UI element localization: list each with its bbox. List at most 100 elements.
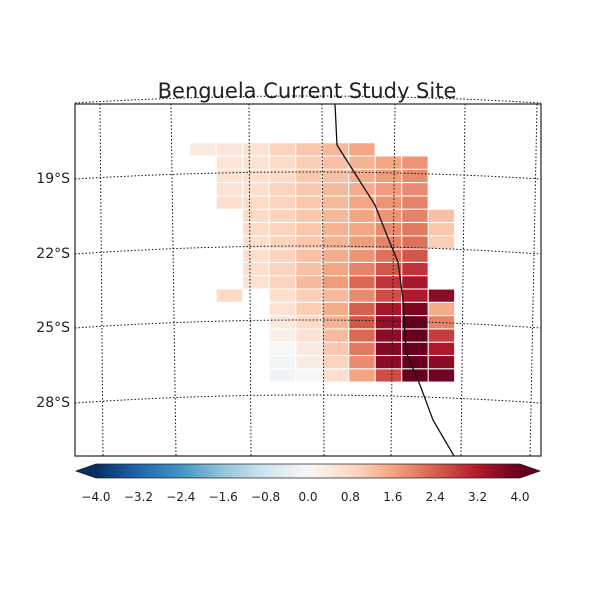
- heatmap-cell: [401, 275, 429, 289]
- heatmap-cell: [375, 262, 402, 276]
- meridian-line: [99, 103, 104, 457]
- colorbar-tick-label: −3.2: [124, 490, 153, 504]
- heatmap-cell: [322, 355, 349, 369]
- heatmap-cell: [401, 222, 429, 236]
- heatmap-cell: [348, 302, 376, 316]
- heatmap-cell: [295, 328, 323, 343]
- heatmap-cell: [348, 182, 376, 196]
- heatmap-cell: [295, 302, 323, 316]
- heatmap-cell: [375, 368, 402, 383]
- heatmap-cell: [269, 328, 296, 343]
- heatmap-cell: [269, 169, 296, 183]
- heatmap-cell: [348, 195, 376, 210]
- heatmap-cell: [375, 209, 402, 223]
- colorbar: [74, 463, 542, 479]
- colorbar-tick-label: −0.8: [251, 490, 280, 504]
- heatmap-cell: [242, 235, 270, 250]
- heatmap-cell: [216, 182, 243, 196]
- meridian-line: [321, 103, 325, 457]
- heatmap-cell: [401, 315, 429, 329]
- heatmap-cell: [269, 156, 296, 170]
- heatmap-cell: [375, 169, 402, 183]
- heatmap-cell: [401, 289, 429, 303]
- heatmap-cell: [295, 342, 323, 356]
- heatmap-cell: [242, 209, 270, 223]
- heatmap-cell: [216, 195, 243, 210]
- heatmap-cell: [295, 368, 323, 383]
- map-frame: [74, 103, 542, 457]
- heatmap-cell: [295, 209, 323, 223]
- graticule-grid: [74, 95, 542, 457]
- colorbar-ticks: −4.0 −3.2 −2.4 −1.6 −0.8 0.0 0.8 1.6 2.4 3.2 4.0: [81, 490, 529, 504]
- heatmap-cell: [295, 315, 323, 329]
- lat-label-22s: 22°S: [36, 246, 70, 262]
- heatmap-cell: [242, 195, 270, 210]
- parallel-line: [74, 171, 542, 180]
- heatmap-cell: [269, 249, 296, 263]
- colorbar-outline: [74, 463, 542, 479]
- colorbar-tick-label: 1.6: [383, 490, 402, 504]
- heatmap-cell: [401, 169, 429, 183]
- heatmap-cell: [216, 169, 243, 183]
- heatmap-cell: [348, 315, 376, 329]
- heatmap-cell: [375, 249, 402, 263]
- heatmap-cell: [401, 342, 429, 356]
- heatmap-cell: [322, 169, 349, 183]
- heatmap-cell: [295, 262, 323, 276]
- heatmap-cell: [269, 355, 296, 369]
- heatmap-cell: [269, 222, 296, 236]
- heatmap-cell: [269, 195, 296, 210]
- heatmap-cell: [348, 142, 376, 156]
- heatmap-cell: [401, 156, 429, 170]
- colorbar-tick-label: 0.8: [341, 490, 360, 504]
- heatmap-cell: [375, 195, 402, 210]
- heatmap-cell: [375, 182, 402, 196]
- heatmap-cell: [242, 275, 270, 289]
- meridian-line: [248, 103, 252, 457]
- coastline: [334, 103, 455, 457]
- heatmap-cell: [322, 209, 349, 223]
- heatmap-cell: [322, 222, 349, 236]
- heatmap-cell: [348, 222, 376, 236]
- heatmap-cell: [428, 328, 455, 343]
- heatmap-cell: [269, 342, 296, 356]
- colorbar-body: [96, 464, 520, 478]
- colorbar-tick-label: −1.6: [209, 490, 238, 504]
- heatmap-cell: [401, 209, 429, 223]
- heatmap-cell: [322, 302, 349, 316]
- map-title: Benguela Current Study Site: [158, 79, 457, 103]
- parallel-line: [74, 394, 542, 404]
- colorbar-tick-label: 2.4: [426, 490, 445, 504]
- heatmap-cell: [295, 222, 323, 236]
- heatmap-cell: [375, 302, 402, 316]
- heatmap-cell: [322, 262, 349, 276]
- heatmap-cell: [269, 289, 296, 303]
- colorbar-extend-min: [76, 464, 96, 478]
- heatmap-cell: [322, 289, 349, 303]
- heatmap-cell: [375, 222, 402, 236]
- heatmap-cell: [322, 249, 349, 263]
- heatmap-cell: [269, 182, 296, 196]
- heatmap-cell: [428, 222, 455, 236]
- lat-label-28s: 28°S: [36, 395, 70, 411]
- heatmap-cell: [295, 289, 323, 303]
- heatmap-cell: [322, 235, 349, 250]
- heatmap-cell: [348, 169, 376, 183]
- heatmap-cell: [269, 368, 296, 383]
- parallel-line: [74, 245, 542, 255]
- heatmap-cell: [428, 342, 455, 356]
- heatmap-cell: [242, 156, 270, 170]
- heatmap-cell: [401, 182, 429, 196]
- heatmap-cell: [242, 249, 270, 263]
- heatmap-cell: [348, 262, 376, 276]
- heatmap-cell: [216, 289, 243, 303]
- meridian-line: [390, 103, 396, 457]
- heatmap-cell: [189, 142, 217, 156]
- heatmap-cell: [348, 368, 376, 383]
- heatmap-cell: [269, 275, 296, 289]
- heatmap-cell: [322, 142, 349, 156]
- heatmap-cell: [375, 156, 402, 170]
- heatmap-cell: [216, 142, 243, 156]
